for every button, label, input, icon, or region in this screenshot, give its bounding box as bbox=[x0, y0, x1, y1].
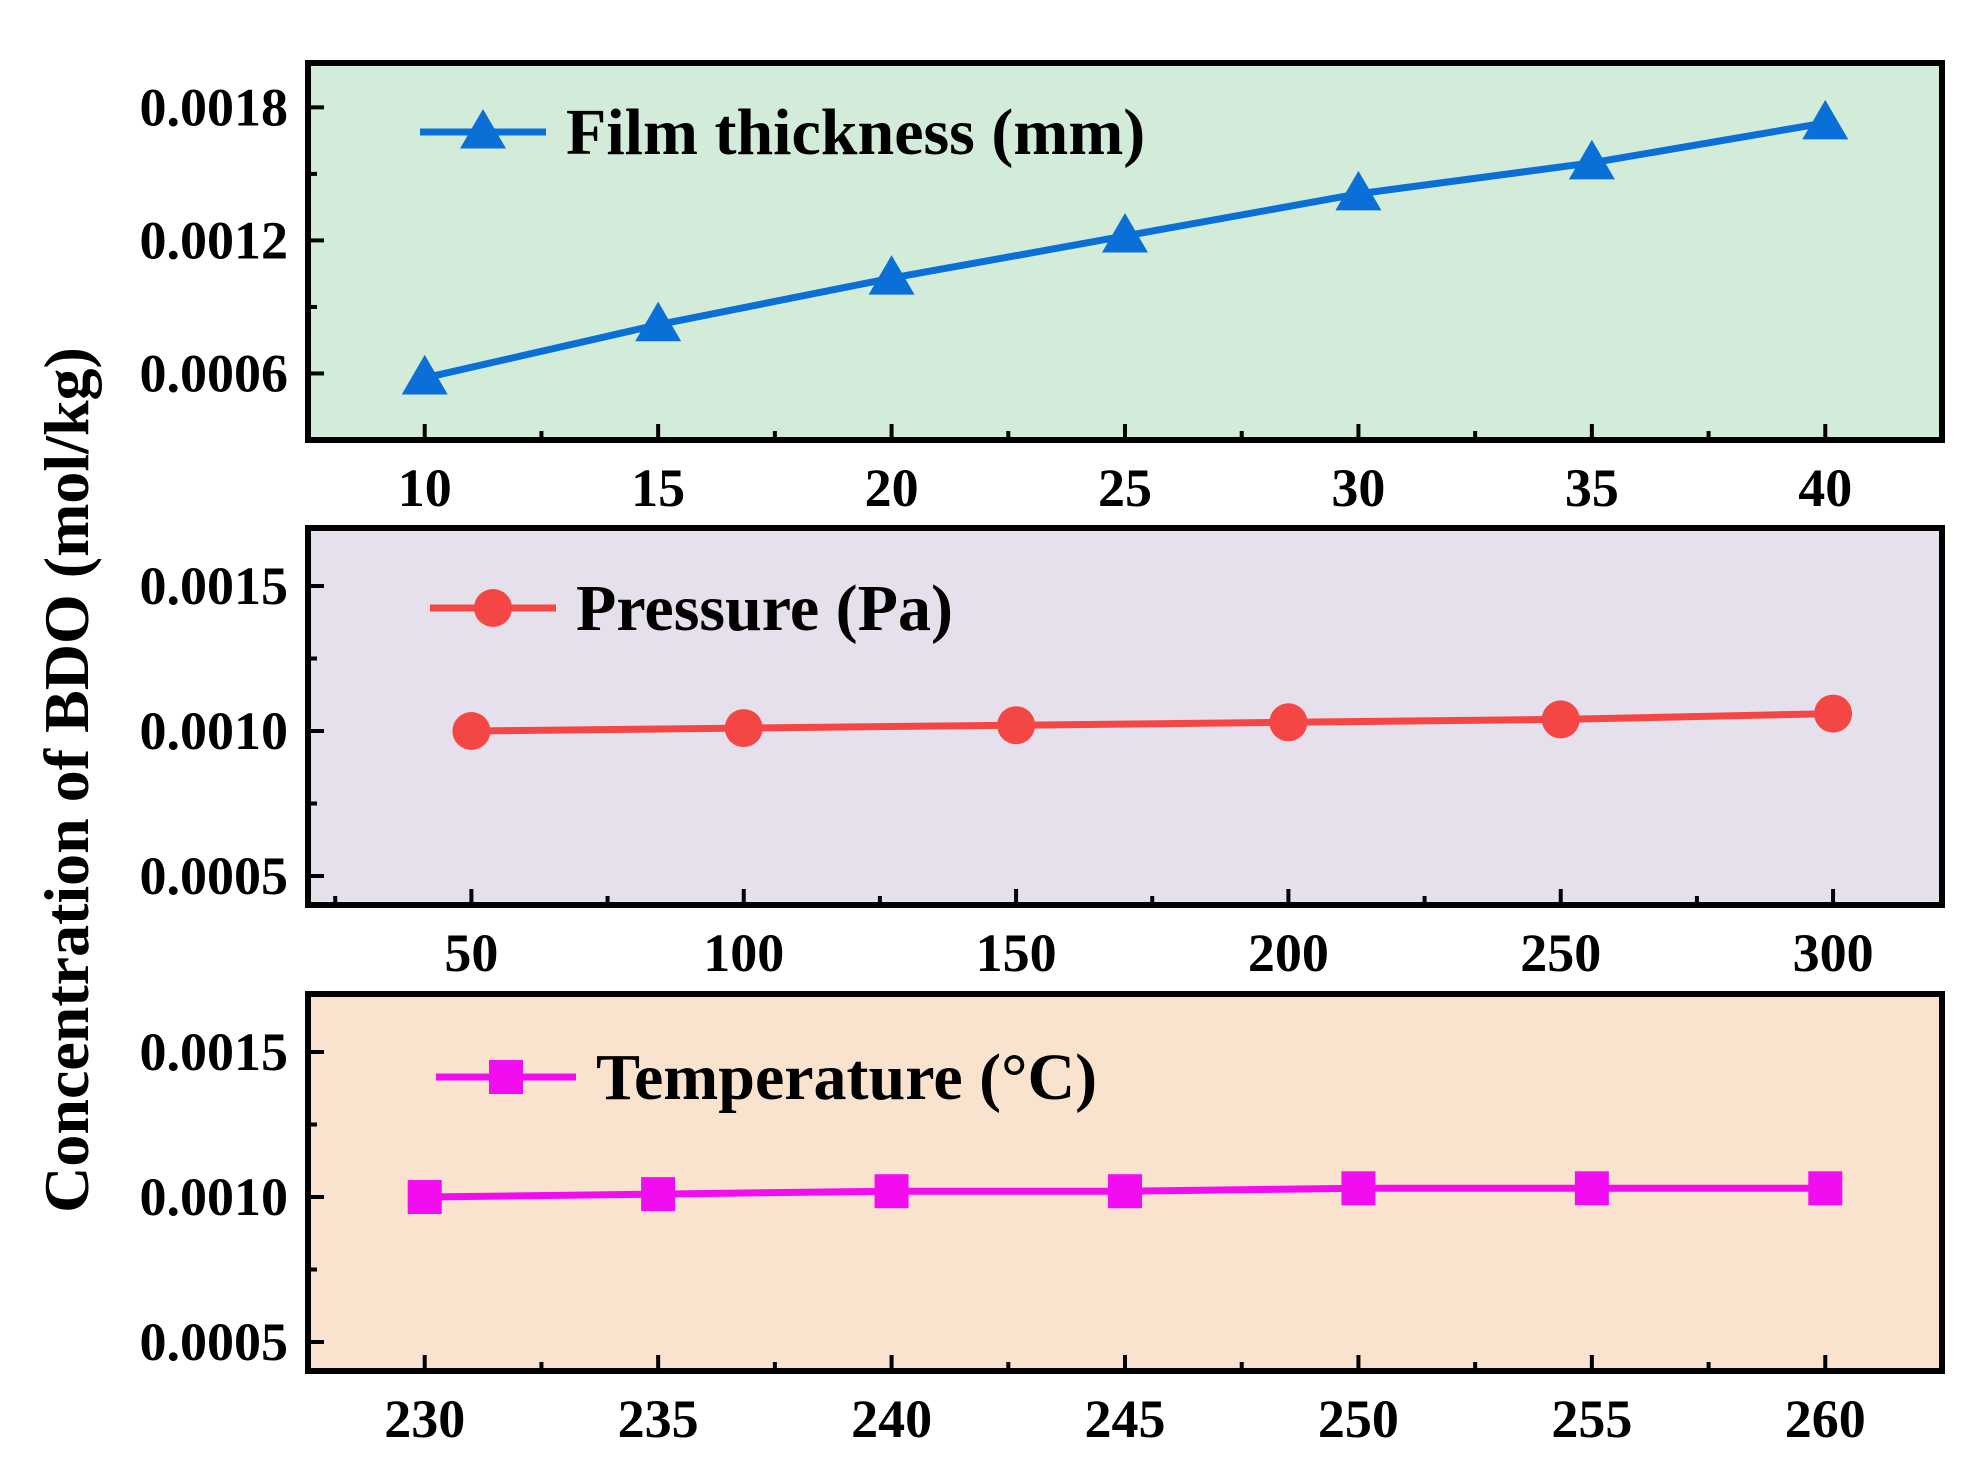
x-tick-label: 250 bbox=[1520, 923, 1601, 983]
data-point bbox=[1541, 700, 1580, 739]
data-point bbox=[1802, 99, 1849, 140]
x-tick-label: 15 bbox=[631, 458, 685, 518]
legend-marker bbox=[489, 1060, 523, 1094]
data-point bbox=[1341, 1171, 1376, 1206]
data-point bbox=[1269, 703, 1308, 742]
legend-label: Film thickness (mm) bbox=[566, 96, 1145, 169]
x-tick-label: 235 bbox=[618, 1389, 699, 1449]
plot-frame bbox=[305, 525, 1945, 908]
plot-frame bbox=[305, 60, 1945, 443]
data-point bbox=[635, 301, 682, 342]
data-point bbox=[1108, 1174, 1142, 1209]
x-tick-label: 150 bbox=[976, 923, 1057, 983]
panel-pressure: 0.0005 0.0010 0.0015 50 100 150 200 250 300 Press… bbox=[140, 525, 1945, 983]
legend: Pressure (Pa) bbox=[430, 572, 953, 645]
data-point bbox=[452, 712, 491, 750]
legend-label: Pressure (Pa) bbox=[576, 572, 953, 645]
data-point bbox=[1808, 1171, 1843, 1206]
y-tick-label: 0.0005 bbox=[140, 846, 289, 906]
x-tick-label: 245 bbox=[1085, 1389, 1166, 1449]
x-tick-label: 50 bbox=[444, 923, 498, 983]
x-tick-label: 255 bbox=[1551, 1389, 1632, 1449]
data-point bbox=[1574, 1171, 1609, 1206]
x-tick-label: 30 bbox=[1331, 458, 1385, 518]
legend: Temperature (°C) bbox=[436, 1041, 1097, 1114]
x-tick-label: 25 bbox=[1098, 458, 1152, 518]
x-tick-label: 300 bbox=[1793, 923, 1874, 983]
series-line bbox=[471, 710, 1834, 735]
x-tick-label: 200 bbox=[1248, 923, 1329, 983]
data-point bbox=[874, 1174, 909, 1209]
data-point bbox=[1335, 170, 1382, 211]
data-point bbox=[641, 1177, 676, 1212]
data-point bbox=[407, 1180, 442, 1214]
legend: Film thickness (mm) bbox=[420, 96, 1145, 169]
x-tick-label: 100 bbox=[703, 923, 784, 983]
plot-frame bbox=[305, 991, 1945, 1374]
y-axis-title-group: Concentration of BDO (mol/kg) bbox=[31, 347, 102, 1213]
y-tick-label: 0.0015 bbox=[140, 1022, 289, 1082]
panel-film-thickness: 0.0006 0.0012 0.0018 10 15 20 25 30 35 40 Film thi… bbox=[140, 60, 1945, 518]
x-tick-label: 250 bbox=[1318, 1389, 1399, 1449]
legend-marker bbox=[460, 109, 506, 149]
x-tick-label: 20 bbox=[865, 458, 919, 518]
data-point bbox=[401, 354, 448, 395]
y-tick-label: 0.0010 bbox=[140, 701, 289, 761]
data-point bbox=[997, 706, 1036, 745]
y-tick-label: 0.0015 bbox=[140, 556, 289, 616]
data-point bbox=[1814, 694, 1853, 733]
y-tick-label: 0.0006 bbox=[140, 343, 289, 403]
x-tick-label: 230 bbox=[384, 1389, 465, 1449]
y-tick-label: 0.0018 bbox=[140, 77, 289, 137]
legend-marker bbox=[474, 589, 512, 627]
legend-label: Temperature (°C) bbox=[596, 1041, 1097, 1114]
data-point bbox=[1568, 139, 1615, 180]
data-point bbox=[868, 255, 915, 295]
data-point bbox=[1102, 212, 1148, 253]
y-tick-label: 0.0010 bbox=[140, 1167, 289, 1227]
x-tick-label: 40 bbox=[1798, 458, 1852, 518]
x-tick-label: 35 bbox=[1565, 458, 1619, 518]
x-tick-label: 240 bbox=[851, 1389, 932, 1449]
y-axis-title: Concentration of BDO (mol/kg) bbox=[31, 347, 102, 1213]
data-point bbox=[724, 709, 763, 748]
x-tick-label: 260 bbox=[1785, 1389, 1866, 1449]
y-tick-label: 0.0012 bbox=[140, 210, 289, 270]
panel-temperature: 0.0005 0.0010 0.0015 230 235 240 245 250 255 260 T… bbox=[140, 991, 1945, 1449]
x-tick-label: 10 bbox=[398, 458, 452, 518]
y-tick-label: 0.0005 bbox=[140, 1312, 289, 1372]
